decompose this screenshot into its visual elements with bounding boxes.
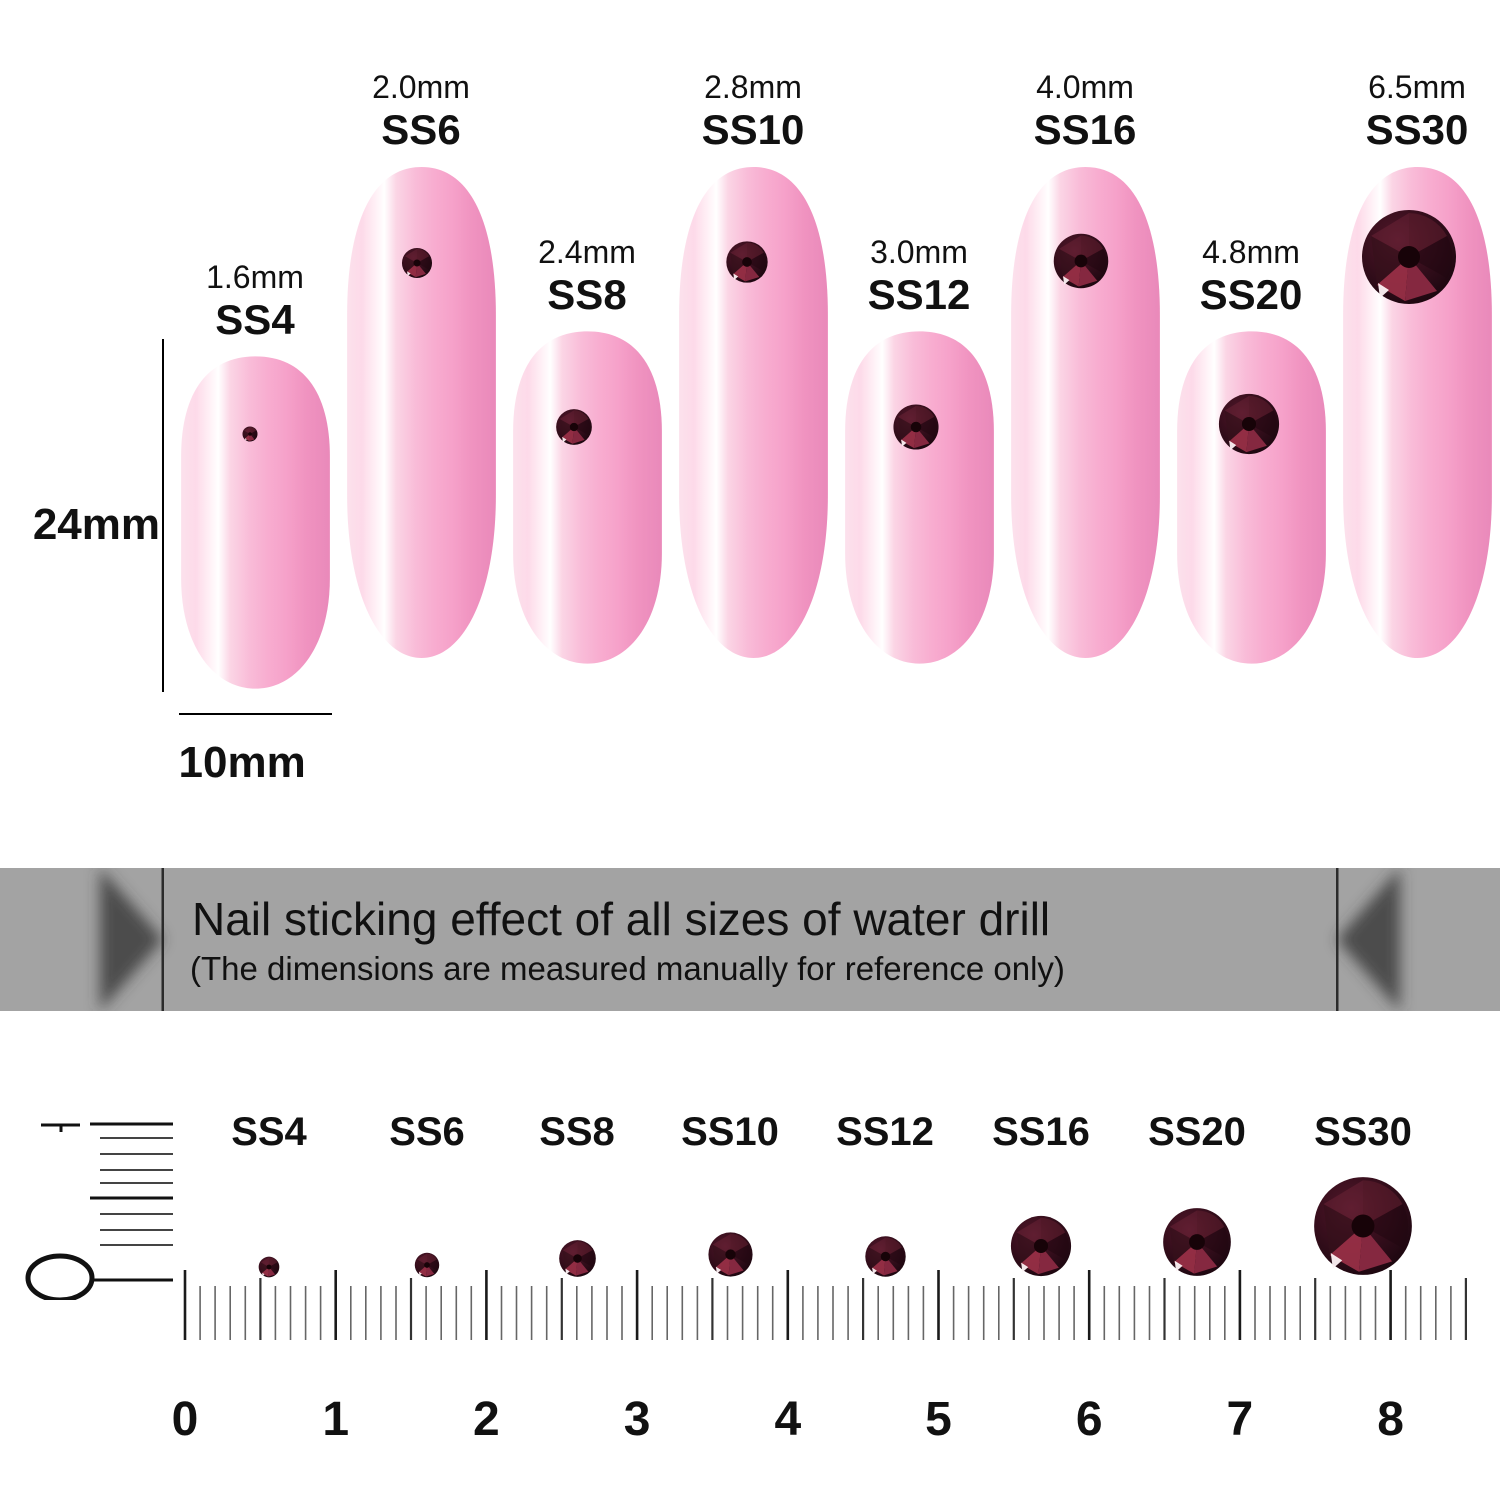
svg-text:3: 3: [624, 1393, 651, 1446]
svg-text:2: 2: [473, 1393, 500, 1446]
svg-text:0: 0: [172, 1393, 199, 1446]
svg-text:8: 8: [1377, 1393, 1404, 1446]
svg-text:4: 4: [774, 1393, 801, 1446]
svg-text:7: 7: [1227, 1393, 1254, 1446]
svg-text:5: 5: [925, 1393, 952, 1446]
svg-text:1: 1: [322, 1393, 349, 1446]
svg-text:6: 6: [1076, 1393, 1103, 1446]
